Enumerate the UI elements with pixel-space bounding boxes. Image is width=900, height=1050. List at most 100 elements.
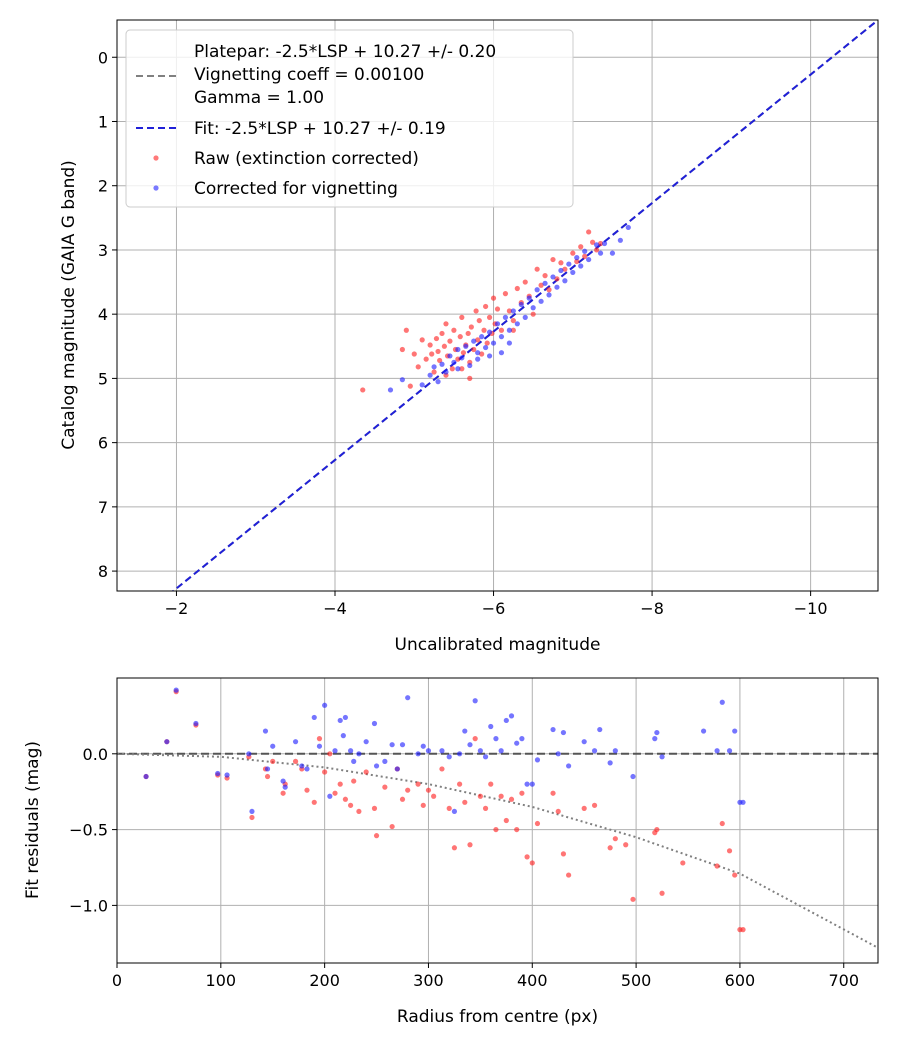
p1-point-corrected xyxy=(459,355,465,361)
p1-point-corrected xyxy=(435,379,441,385)
residual-plot-area xyxy=(117,678,878,963)
p2-point-raw xyxy=(680,860,686,866)
legend-entry-gamma: Gamma = 1.00 xyxy=(194,88,324,108)
p1-point-raw xyxy=(534,266,540,272)
p1-point-corrected xyxy=(538,298,544,304)
p2-point-corrected xyxy=(534,757,541,763)
p1-ytick-label: 7 xyxy=(98,498,108,517)
p2-point-raw xyxy=(327,751,333,757)
p2-point-raw xyxy=(524,854,530,860)
p1-point-raw xyxy=(483,303,489,310)
p1-xtick-label: −6 xyxy=(482,599,506,618)
p1-point-corrected xyxy=(593,242,600,248)
p2-point-corrected xyxy=(714,748,720,754)
p1-point-corrected xyxy=(475,350,481,356)
p1-point-raw xyxy=(486,314,493,320)
p2-point-corrected xyxy=(498,748,504,754)
p2-point-raw xyxy=(351,778,357,784)
p2-point-raw xyxy=(612,836,618,842)
p1-ytick-label: 2 xyxy=(98,177,108,196)
p2-point-raw xyxy=(337,781,343,787)
p1-point-corrected xyxy=(609,250,616,256)
p2-point-corrected xyxy=(591,748,598,754)
p2-point-raw xyxy=(292,758,299,764)
p2-point-raw xyxy=(493,826,499,833)
p2-point-raw xyxy=(439,766,445,772)
p2-point-raw xyxy=(498,793,504,799)
p1-point-raw xyxy=(597,240,604,247)
magnitude-plot-y-ticks: 0 1 2 3 4 5 6 7 8 xyxy=(98,48,117,581)
p1-point-raw xyxy=(522,279,528,285)
p2-point-raw xyxy=(623,842,629,848)
p1-point-raw xyxy=(443,321,449,327)
p1-point-raw xyxy=(498,327,505,333)
p1-point-corrected xyxy=(439,361,445,367)
p2-xtick-label: 200 xyxy=(309,971,340,990)
p2-point-raw xyxy=(371,805,378,811)
p2-point-raw xyxy=(482,805,489,811)
p2-point-raw xyxy=(726,848,733,854)
p2-point-raw xyxy=(566,872,572,878)
line-fit xyxy=(171,20,878,591)
p1-ytick-label: 1 xyxy=(98,112,108,131)
magnitude-plot-lines xyxy=(171,20,878,591)
p2-point-corrected xyxy=(371,720,378,727)
legend-entry-raw: Raw (extinction corrected) xyxy=(194,149,419,169)
p1-point-corrected xyxy=(443,369,449,375)
p1-point-raw xyxy=(514,285,520,292)
legend-entry-vignetting: Vignetting coeff = 0.00100 xyxy=(194,65,424,85)
p2-point-corrected xyxy=(270,743,276,749)
legend-entry-corrected: Corrected for vignetting xyxy=(194,179,398,199)
p1-point-raw xyxy=(451,327,457,333)
p1-point-raw xyxy=(437,357,443,364)
p1-point-raw xyxy=(360,387,366,393)
p2-point-raw xyxy=(654,826,660,833)
p2-point-corrected xyxy=(304,766,310,772)
p2-point-corrected xyxy=(514,740,520,746)
p2-point-raw xyxy=(462,799,468,805)
p1-point-raw xyxy=(407,383,413,389)
p2-point-corrected xyxy=(193,720,199,727)
p2-point-corrected xyxy=(719,699,725,705)
residual-plot-points xyxy=(143,687,746,933)
p2-point-raw xyxy=(467,842,473,848)
p1-point-corrected xyxy=(617,237,623,243)
p2-point-raw xyxy=(719,820,725,827)
p2-point-corrected xyxy=(612,748,618,754)
p2-point-corrected xyxy=(311,714,317,721)
residual-plot: 0 100 200 300 400 500 600 700 0.0 −0.5 −1.0 Radiu… xyxy=(23,677,879,1027)
p2-point-corrected xyxy=(316,743,323,749)
p2-point-raw xyxy=(373,833,380,839)
p2-point-corrected xyxy=(340,733,346,739)
p2-ytick-label: 0.0 xyxy=(83,745,108,764)
p2-point-raw xyxy=(347,802,354,808)
p1-point-raw xyxy=(465,330,471,337)
p1-point-raw xyxy=(439,330,445,337)
p1-xtick-label: −4 xyxy=(323,599,347,618)
p2-point-raw xyxy=(514,826,520,833)
p2-point-corrected xyxy=(630,773,636,780)
p1-point-raw xyxy=(419,337,425,343)
p2-point-corrected xyxy=(337,717,343,724)
p2-point-corrected xyxy=(524,781,530,787)
p1-point-corrected xyxy=(586,256,592,263)
p2-point-corrected xyxy=(264,766,271,772)
p2-point-raw xyxy=(316,736,323,742)
p1-point-corrected xyxy=(471,338,477,344)
p1-point-corrected xyxy=(514,321,520,327)
p2-ytick-label: −1.0 xyxy=(69,896,108,915)
p2-point-raw xyxy=(550,790,556,796)
p2-point-corrected xyxy=(477,748,483,754)
p1-point-raw xyxy=(510,317,516,324)
p1-point-corrected xyxy=(530,305,536,311)
p2-point-corrected xyxy=(164,739,170,745)
p1-point-raw xyxy=(468,324,474,330)
p1-point-raw xyxy=(494,306,501,312)
p1-point-corrected xyxy=(455,366,461,372)
p1-point-raw xyxy=(423,356,429,362)
p2-point-corrected xyxy=(262,728,269,734)
p2-point-raw xyxy=(425,787,432,793)
p2-point-raw xyxy=(488,781,494,787)
p2-point-corrected xyxy=(394,766,400,772)
p1-point-corrected xyxy=(399,377,405,383)
